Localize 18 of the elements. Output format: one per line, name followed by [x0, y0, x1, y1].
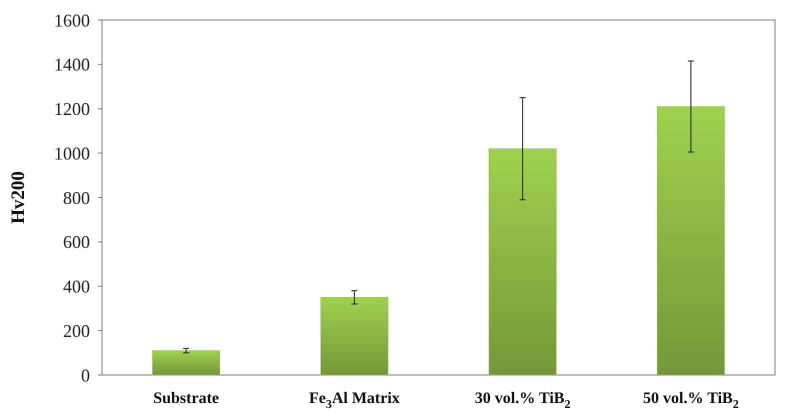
y-tick-label: 1200: [54, 99, 90, 120]
y-tick-label: 0: [81, 365, 90, 386]
bar: [320, 297, 388, 376]
x-tick-label: Fe$_{3}$Al Matrix: [308, 390, 400, 411]
y-tick-label: 400: [63, 276, 90, 297]
y-tick-label: 200: [63, 320, 90, 341]
x-tick-label: 50 vol.% TiB$_{2}$: [643, 390, 739, 411]
bar: [152, 350, 220, 376]
x-tick-label: 30 vol.% TiB$_{2}$: [474, 390, 570, 411]
x-tick-label: Substrate: [153, 390, 220, 407]
y-tick-label: 1000: [54, 143, 90, 164]
bar: [488, 148, 557, 376]
y-tick-label: 1400: [54, 54, 90, 75]
y-tick-label: 800: [63, 188, 90, 208]
bar: [656, 106, 725, 376]
y-tick-label: 600: [63, 232, 90, 252]
y-axis-title: Hv200: [8, 171, 29, 224]
y-tick-label: 1600: [54, 10, 90, 30]
